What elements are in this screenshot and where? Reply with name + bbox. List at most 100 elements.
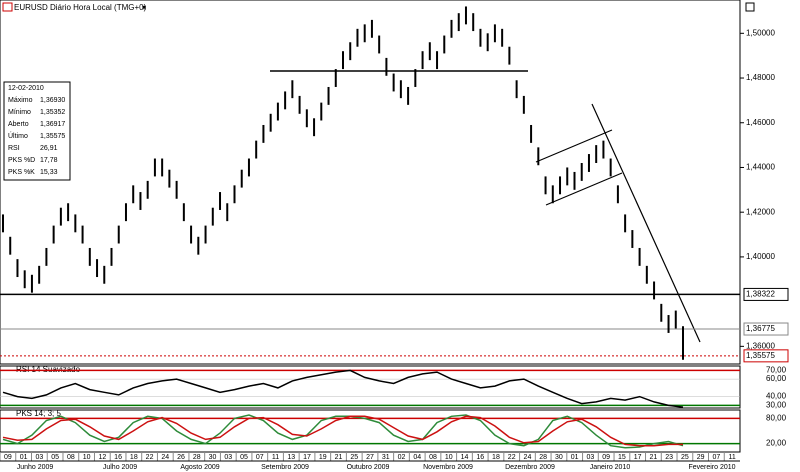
x-day-label: 10 xyxy=(445,454,453,461)
y-tick-label: 1,46000 xyxy=(746,118,775,127)
dropdown-arrow[interactable]: ▾ xyxy=(142,3,146,12)
x-day-label: 09 xyxy=(602,454,610,461)
rsi-line xyxy=(2,369,684,408)
channel-top[interactable] xyxy=(535,129,613,163)
pks-line xyxy=(2,414,684,449)
pks-line xyxy=(2,415,683,447)
x-day-label: 23 xyxy=(665,454,673,461)
x-day-label: 25 xyxy=(681,454,689,461)
x-month-label: Outubro 2009 xyxy=(347,464,390,471)
x-day-label: 22 xyxy=(146,454,154,461)
info-box-frame xyxy=(3,81,71,181)
info-label: Mínimo xyxy=(8,109,31,116)
x-day-label: 01 xyxy=(571,454,579,461)
price-level-label: 1,35575 xyxy=(746,351,775,360)
rsi-level-label: 30,00 xyxy=(766,400,787,409)
x-day-label: 12 xyxy=(98,454,106,461)
x-day-label: 11 xyxy=(272,454,279,461)
x-month-label: Setembro 2009 xyxy=(261,464,309,471)
x-day-label: 22 xyxy=(508,454,516,461)
x-day-label: 02 xyxy=(398,454,406,461)
price-level-box xyxy=(743,322,789,336)
x-day-label: 30 xyxy=(209,454,217,461)
x-day-label: 15 xyxy=(618,454,626,461)
x-month-label: Dezembro 2009 xyxy=(505,464,555,471)
rsi-frame xyxy=(0,365,741,409)
x-day-label: 26 xyxy=(177,454,185,461)
rsi-level-label: 60,00 xyxy=(766,374,787,383)
x-month-label: Janeiro 2010 xyxy=(590,464,631,471)
y-tick-label: 1,42000 xyxy=(746,207,775,216)
x-day-label: 01 xyxy=(20,454,28,461)
info-value: 1,35352 xyxy=(40,109,65,116)
x-day-label: 30 xyxy=(555,454,563,461)
x-day-label: 16 xyxy=(114,454,122,461)
y-tick-label: 1,40000 xyxy=(746,252,775,261)
main-frame xyxy=(0,0,741,365)
chart-title[interactable]: EURUSD Diário Hora Local (TMG+0) xyxy=(14,3,147,12)
x-day-label: 10 xyxy=(83,454,91,461)
x-day-label: 25 xyxy=(350,454,358,461)
x-day-label: 28 xyxy=(539,454,547,461)
x-day-label: 03 xyxy=(224,454,232,461)
info-box: 12-02-2010 Máximo 1,36930 Mínimo 1,35352 Aber… xyxy=(3,81,71,181)
x-day-label: 27 xyxy=(366,454,374,461)
info-label: RSI xyxy=(8,145,20,152)
info-label: PKS %K xyxy=(8,169,35,176)
x-day-label: 17 xyxy=(634,454,642,461)
symbol-icon[interactable] xyxy=(2,2,13,12)
price-level-box xyxy=(743,287,789,301)
x-day-label: 29 xyxy=(697,454,705,461)
y-tick-label: 1,36000 xyxy=(746,341,775,350)
rsi-level-label: 40,00 xyxy=(766,392,787,401)
x-month-label: Novembro 2009 xyxy=(423,464,473,471)
rsi-level-label: 70,00 xyxy=(766,365,787,374)
x-day-label: 24 xyxy=(524,454,532,461)
x-day-label: 24 xyxy=(161,454,169,461)
info-label: Máximo xyxy=(8,97,33,104)
x-day-label: 14 xyxy=(461,454,469,461)
x-day-label: 21 xyxy=(335,454,343,461)
info-label: 12-02-2010 xyxy=(8,85,44,92)
x-day-label: 05 xyxy=(51,454,59,461)
info-label: Último xyxy=(8,131,28,140)
info-value: 26,91 xyxy=(40,145,58,152)
pks-level-label: 80,00 xyxy=(766,414,787,423)
price-level-label: 1,38322 xyxy=(746,290,775,299)
channel-bottom[interactable] xyxy=(545,172,623,206)
maximize-button[interactable] xyxy=(745,2,755,12)
x-day-label: 09 xyxy=(4,454,12,461)
y-tick-label: 1,44000 xyxy=(746,163,775,172)
x-day-label: 04 xyxy=(413,454,421,461)
info-label: PKS %D xyxy=(8,157,35,164)
x-day-label: 19 xyxy=(319,454,327,461)
x-month-label: Junho 2009 xyxy=(17,464,54,471)
x-day-label: 28 xyxy=(193,454,201,461)
pks-title: PKS 14; 3; 5 xyxy=(16,409,61,418)
x-day-label: 18 xyxy=(492,454,500,461)
price-level-box xyxy=(743,349,789,363)
info-value: 17,78 xyxy=(40,157,58,164)
x-day-label: 18 xyxy=(130,454,138,461)
x-month-label: Julho 2009 xyxy=(103,464,137,471)
info-label: Aberto xyxy=(8,121,29,128)
x-day-label: 13 xyxy=(287,454,295,461)
pks-level-label: 20,00 xyxy=(766,439,787,448)
pks-frame xyxy=(0,409,741,453)
info-value: 1,35575 xyxy=(40,133,65,140)
x-day-label: 03 xyxy=(35,454,43,461)
x-day-label: 21 xyxy=(650,454,658,461)
x-day-label: 17 xyxy=(303,454,311,461)
info-value: 1,36917 xyxy=(40,121,65,128)
x-day-label: 03 xyxy=(587,454,595,461)
info-value: 1,36930 xyxy=(40,97,65,104)
rsi-title: RSI 14 Suavizado xyxy=(16,365,81,374)
price-level-label: 1,36775 xyxy=(746,324,775,333)
trend-line[interactable] xyxy=(591,103,701,343)
info-value: 15,33 xyxy=(40,169,58,176)
x-day-label: 11 xyxy=(728,454,735,461)
x-day-label: 07 xyxy=(256,454,264,461)
